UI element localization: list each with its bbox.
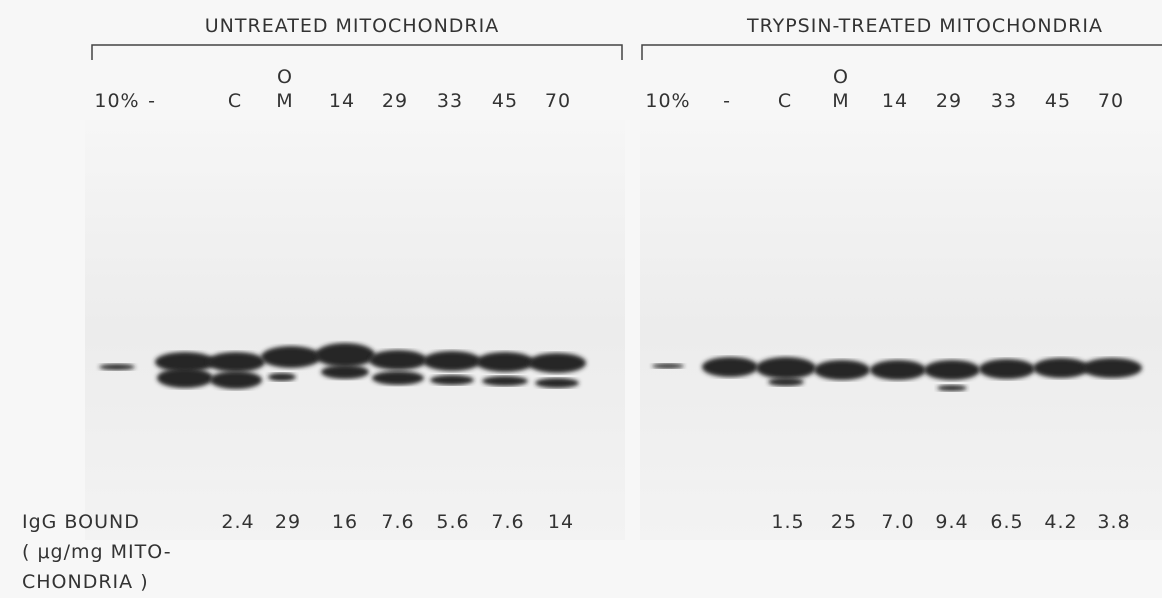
band bbox=[423, 351, 481, 371]
band bbox=[482, 376, 528, 386]
lane-label: - bbox=[723, 90, 731, 112]
lane-label: 10% bbox=[645, 90, 690, 112]
lane-label: 14 bbox=[329, 90, 355, 112]
band bbox=[372, 371, 424, 385]
lane-label: M bbox=[276, 90, 293, 112]
lane-label: C bbox=[778, 90, 792, 112]
lane-label: 14 bbox=[882, 90, 908, 112]
band bbox=[924, 360, 980, 380]
igg-value: 25 bbox=[831, 511, 857, 533]
band bbox=[268, 373, 296, 381]
band bbox=[476, 352, 534, 372]
gel-figure: UNTREATED MITOCHONDRIA TRYPSIN-TREATED M… bbox=[0, 0, 1162, 598]
band bbox=[210, 371, 262, 389]
band bbox=[768, 378, 804, 386]
gel-right bbox=[640, 120, 1162, 540]
band bbox=[315, 343, 375, 367]
band bbox=[1082, 358, 1142, 378]
lane-label: 45 bbox=[1045, 90, 1071, 112]
lane-label: - bbox=[148, 90, 156, 112]
row-label: CHONDRIA ) bbox=[22, 571, 149, 593]
band bbox=[528, 353, 586, 373]
lane-label: 70 bbox=[1098, 90, 1124, 112]
igg-value: 14 bbox=[548, 511, 574, 533]
band bbox=[937, 385, 967, 391]
lane-label: 29 bbox=[936, 90, 962, 112]
igg-value: 5.6 bbox=[436, 511, 469, 533]
igg-value: 4.2 bbox=[1044, 511, 1077, 533]
igg-value: 9.4 bbox=[935, 511, 968, 533]
band bbox=[814, 360, 870, 380]
lane-label: 10% bbox=[94, 90, 139, 112]
band bbox=[207, 352, 265, 372]
band bbox=[756, 357, 816, 379]
band bbox=[870, 360, 926, 380]
gel-left bbox=[85, 120, 625, 540]
band bbox=[157, 368, 213, 388]
lane-label: O bbox=[833, 66, 849, 88]
lane-label: 33 bbox=[991, 90, 1017, 112]
band bbox=[1033, 358, 1089, 378]
band bbox=[261, 346, 321, 368]
lane-label: 29 bbox=[382, 90, 408, 112]
igg-value: 1.5 bbox=[771, 511, 804, 533]
igg-value: 29 bbox=[275, 511, 301, 533]
igg-value: 6.5 bbox=[990, 511, 1023, 533]
band bbox=[430, 375, 474, 385]
igg-value: 7.6 bbox=[491, 511, 524, 533]
igg-value: 16 bbox=[332, 511, 358, 533]
band bbox=[369, 350, 427, 370]
lane-label: 45 bbox=[492, 90, 518, 112]
page: UNTREATED MITOCHONDRIA TRYPSIN-TREATED M… bbox=[0, 0, 1162, 598]
band bbox=[979, 359, 1035, 379]
panel-title: UNTREATED MITOCHONDRIA bbox=[205, 15, 499, 37]
lane-label: O bbox=[277, 66, 293, 88]
lane-label: 70 bbox=[545, 90, 571, 112]
panel-title: TRYPSIN-TREATED MITOCHONDRIA bbox=[746, 15, 1103, 37]
band bbox=[321, 365, 369, 379]
row-label: ( μg/mg MITO- bbox=[22, 541, 172, 563]
band bbox=[535, 378, 579, 388]
igg-value: 7.0 bbox=[881, 511, 914, 533]
row-label: IgG BOUND bbox=[22, 511, 140, 533]
lane-label: C bbox=[228, 90, 242, 112]
band bbox=[702, 357, 758, 377]
igg-value: 3.8 bbox=[1097, 511, 1130, 533]
lane-label: 33 bbox=[437, 90, 463, 112]
band bbox=[652, 364, 684, 369]
lane-label: M bbox=[832, 90, 849, 112]
band bbox=[99, 364, 135, 370]
igg-value: 7.6 bbox=[381, 511, 414, 533]
igg-value: 2.4 bbox=[221, 511, 254, 533]
